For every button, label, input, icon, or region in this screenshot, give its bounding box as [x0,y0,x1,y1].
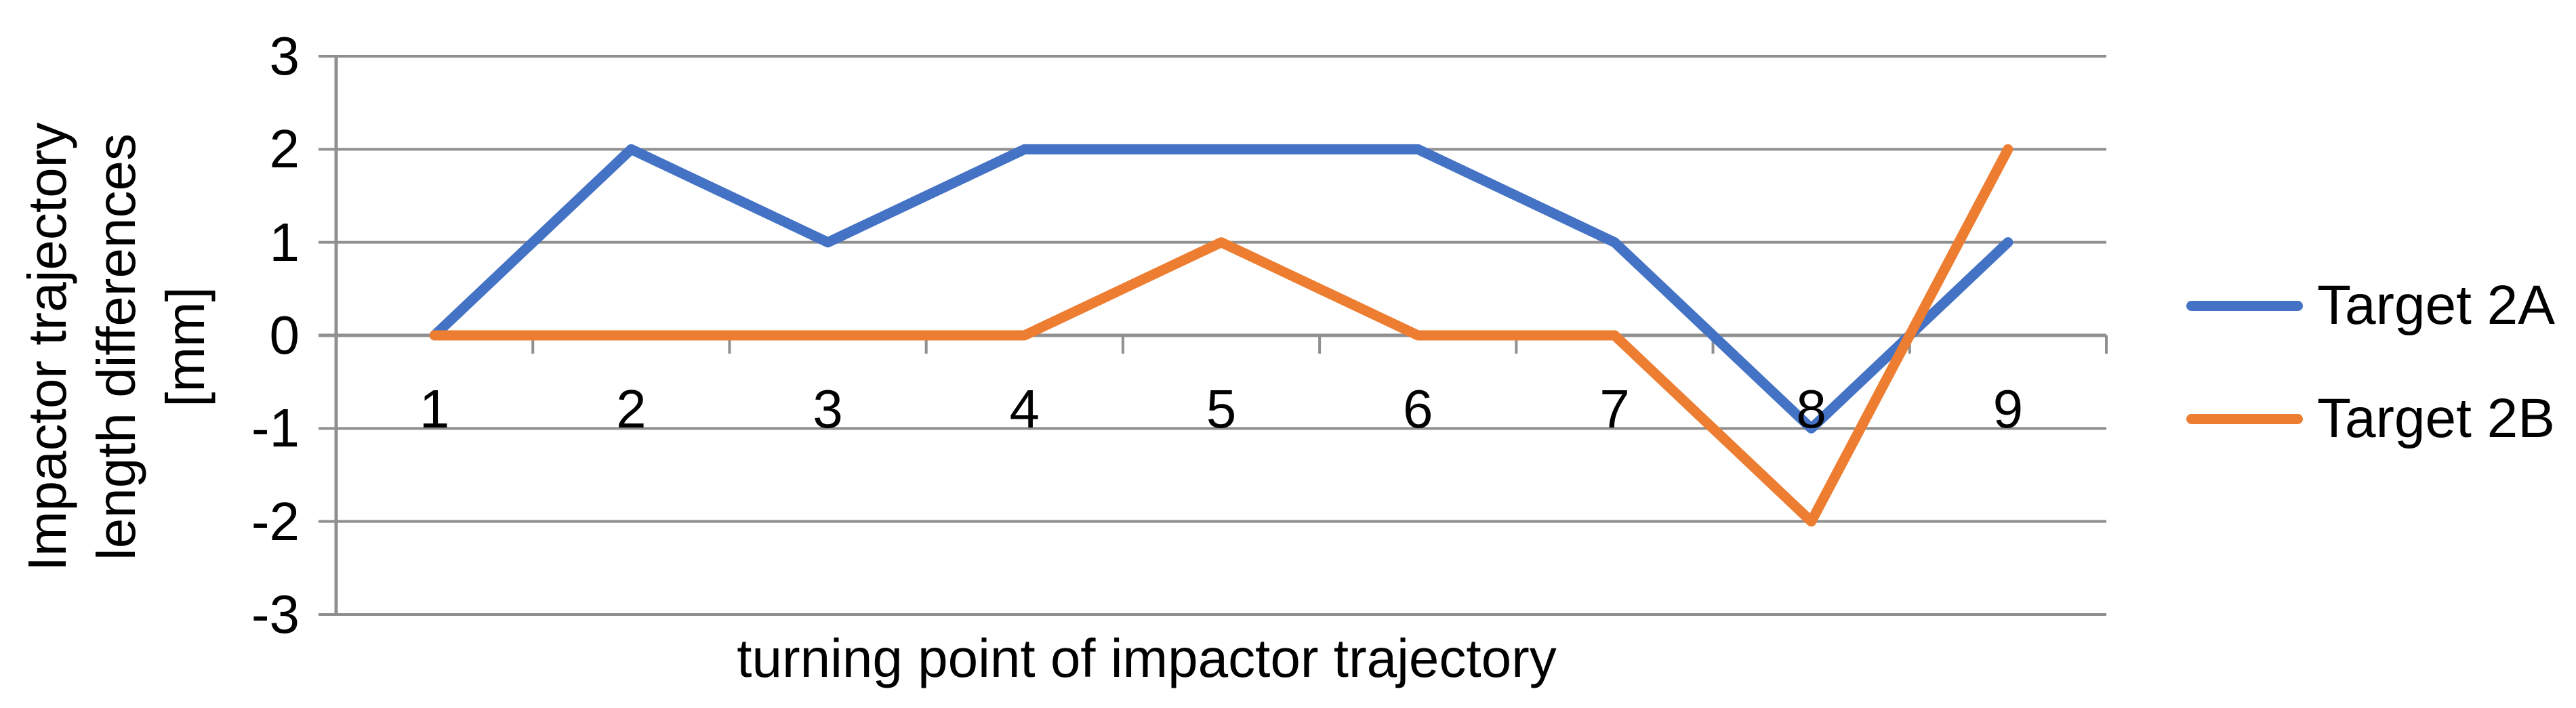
y-tick-label-3: 3 [269,26,300,86]
y-tick-label--2: -2 [251,491,300,551]
legend-item-target-2b: Target 2B [2186,391,2555,446]
x-tick-label-8: 8 [1796,379,1826,439]
legend-label-target-2a: Target 2A [2317,274,2555,336]
x-tick-label-3: 3 [813,379,843,439]
legend-item-target-2a: Target 2A [2186,278,2555,333]
y-tick-label--1: -1 [251,398,300,459]
series-line-target-2a [429,144,2013,434]
x-tick-label-4: 4 [1009,379,1040,439]
x-tick-label-6: 6 [1402,379,1433,439]
x-tick-label-9: 9 [1992,379,2024,439]
x-tick-label-5: 5 [1206,379,1237,439]
y-tick-label-1: 1 [269,211,300,272]
x-tick-label-7: 7 [1599,379,1630,439]
legend-label-target-2b: Target 2B [2317,388,2555,449]
x-tick-label-1: 1 [419,379,450,439]
x-tick-label-2: 2 [616,379,647,439]
legend-swatch-target-2b [2186,413,2303,424]
y-tick-label--3: -3 [251,584,300,644]
series-line-target-2b [429,144,2013,527]
legend-swatch-target-2a [2186,300,2303,311]
x-axis-title: turning point of impactor trajectory [737,628,1557,688]
y-tick-label-0: 0 [269,305,300,365]
y-tick-label-2: 2 [269,119,300,180]
